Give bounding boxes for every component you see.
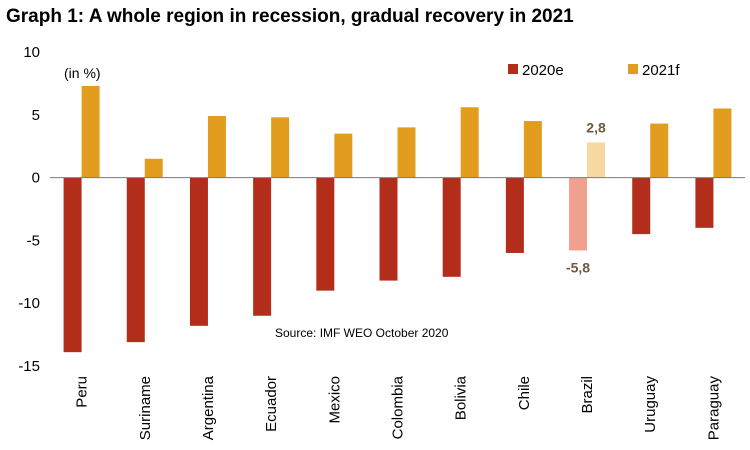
x-tick-label: Colombia xyxy=(390,375,407,439)
bar-2021f-uruguay xyxy=(650,123,669,178)
bar-2021f-peru xyxy=(81,85,100,178)
x-tick-label: Uruguay xyxy=(642,376,659,433)
y-tick-label: 5 xyxy=(32,107,40,124)
bar-2020e-brazil xyxy=(569,177,588,251)
bar-2020e-chile xyxy=(505,177,524,253)
unit-note: (in %) xyxy=(64,65,101,81)
source-note: Source: IMF WEO October 2020 xyxy=(275,326,449,340)
bar-2021f-mexico xyxy=(334,133,353,178)
x-tick-label: Argentina xyxy=(200,375,217,440)
x-tick-label: Bolivia xyxy=(453,375,470,420)
bars xyxy=(50,85,745,353)
bar-2021f-brazil xyxy=(587,142,606,178)
bar-2021f-chile xyxy=(523,121,542,178)
bar-2020e-paraguay xyxy=(695,177,714,228)
y-tick-label: -5 xyxy=(27,232,40,249)
chart-title: Graph 1: A whole region in recession, gr… xyxy=(6,6,574,27)
bar-2020e-peru xyxy=(63,177,82,353)
bar-2021f-paraguay xyxy=(713,108,732,178)
bar-2020e-argentina xyxy=(189,177,208,326)
data-label: 2,8 xyxy=(586,119,606,135)
bar-2021f-bolivia xyxy=(460,107,479,178)
x-tick-label: Paraguay xyxy=(705,376,722,441)
bar-2021f-ecuador xyxy=(271,117,290,178)
legend-label: 2020e xyxy=(522,62,564,79)
x-tick-label: Chile xyxy=(516,376,533,410)
y-tick-label: 0 xyxy=(32,170,40,187)
data-label: -5,8 xyxy=(566,259,590,275)
legend-swatch xyxy=(508,64,518,74)
x-tick-label: Brazil xyxy=(579,376,596,414)
legend-swatch xyxy=(628,64,638,74)
legend: 2020e 2021f xyxy=(508,62,680,79)
y-tick-label: 10 xyxy=(23,44,40,61)
bar-2020e-suriname xyxy=(126,177,145,343)
legend-label: 2021f xyxy=(642,62,680,79)
data-labels: -5,8 2,8 xyxy=(566,119,606,275)
bar-2020e-uruguay xyxy=(632,177,651,235)
y-tick-label: -10 xyxy=(18,295,40,312)
bar-2020e-colombia xyxy=(379,177,398,281)
bar-2021f-colombia xyxy=(397,127,416,178)
bar-2021f-suriname xyxy=(144,158,163,178)
bar-2021f-argentina xyxy=(207,116,226,178)
x-tick-label: Mexico xyxy=(326,376,343,424)
y-axis: 10 5 0 -5 -10 -15 xyxy=(18,44,40,375)
bar-2020e-ecuador xyxy=(253,177,272,316)
x-tick-label: Ecuador xyxy=(263,376,280,432)
y-tick-label: -15 xyxy=(18,358,40,375)
bar-2020e-bolivia xyxy=(442,177,461,277)
x-tick-label: Peru xyxy=(74,376,91,408)
x-tick-label: Suriname xyxy=(137,376,154,440)
bar-2020e-mexico xyxy=(316,177,335,291)
x-axis-labels: Peru Suriname Argentina Ecuador Mexico Colomb… xyxy=(74,375,723,440)
